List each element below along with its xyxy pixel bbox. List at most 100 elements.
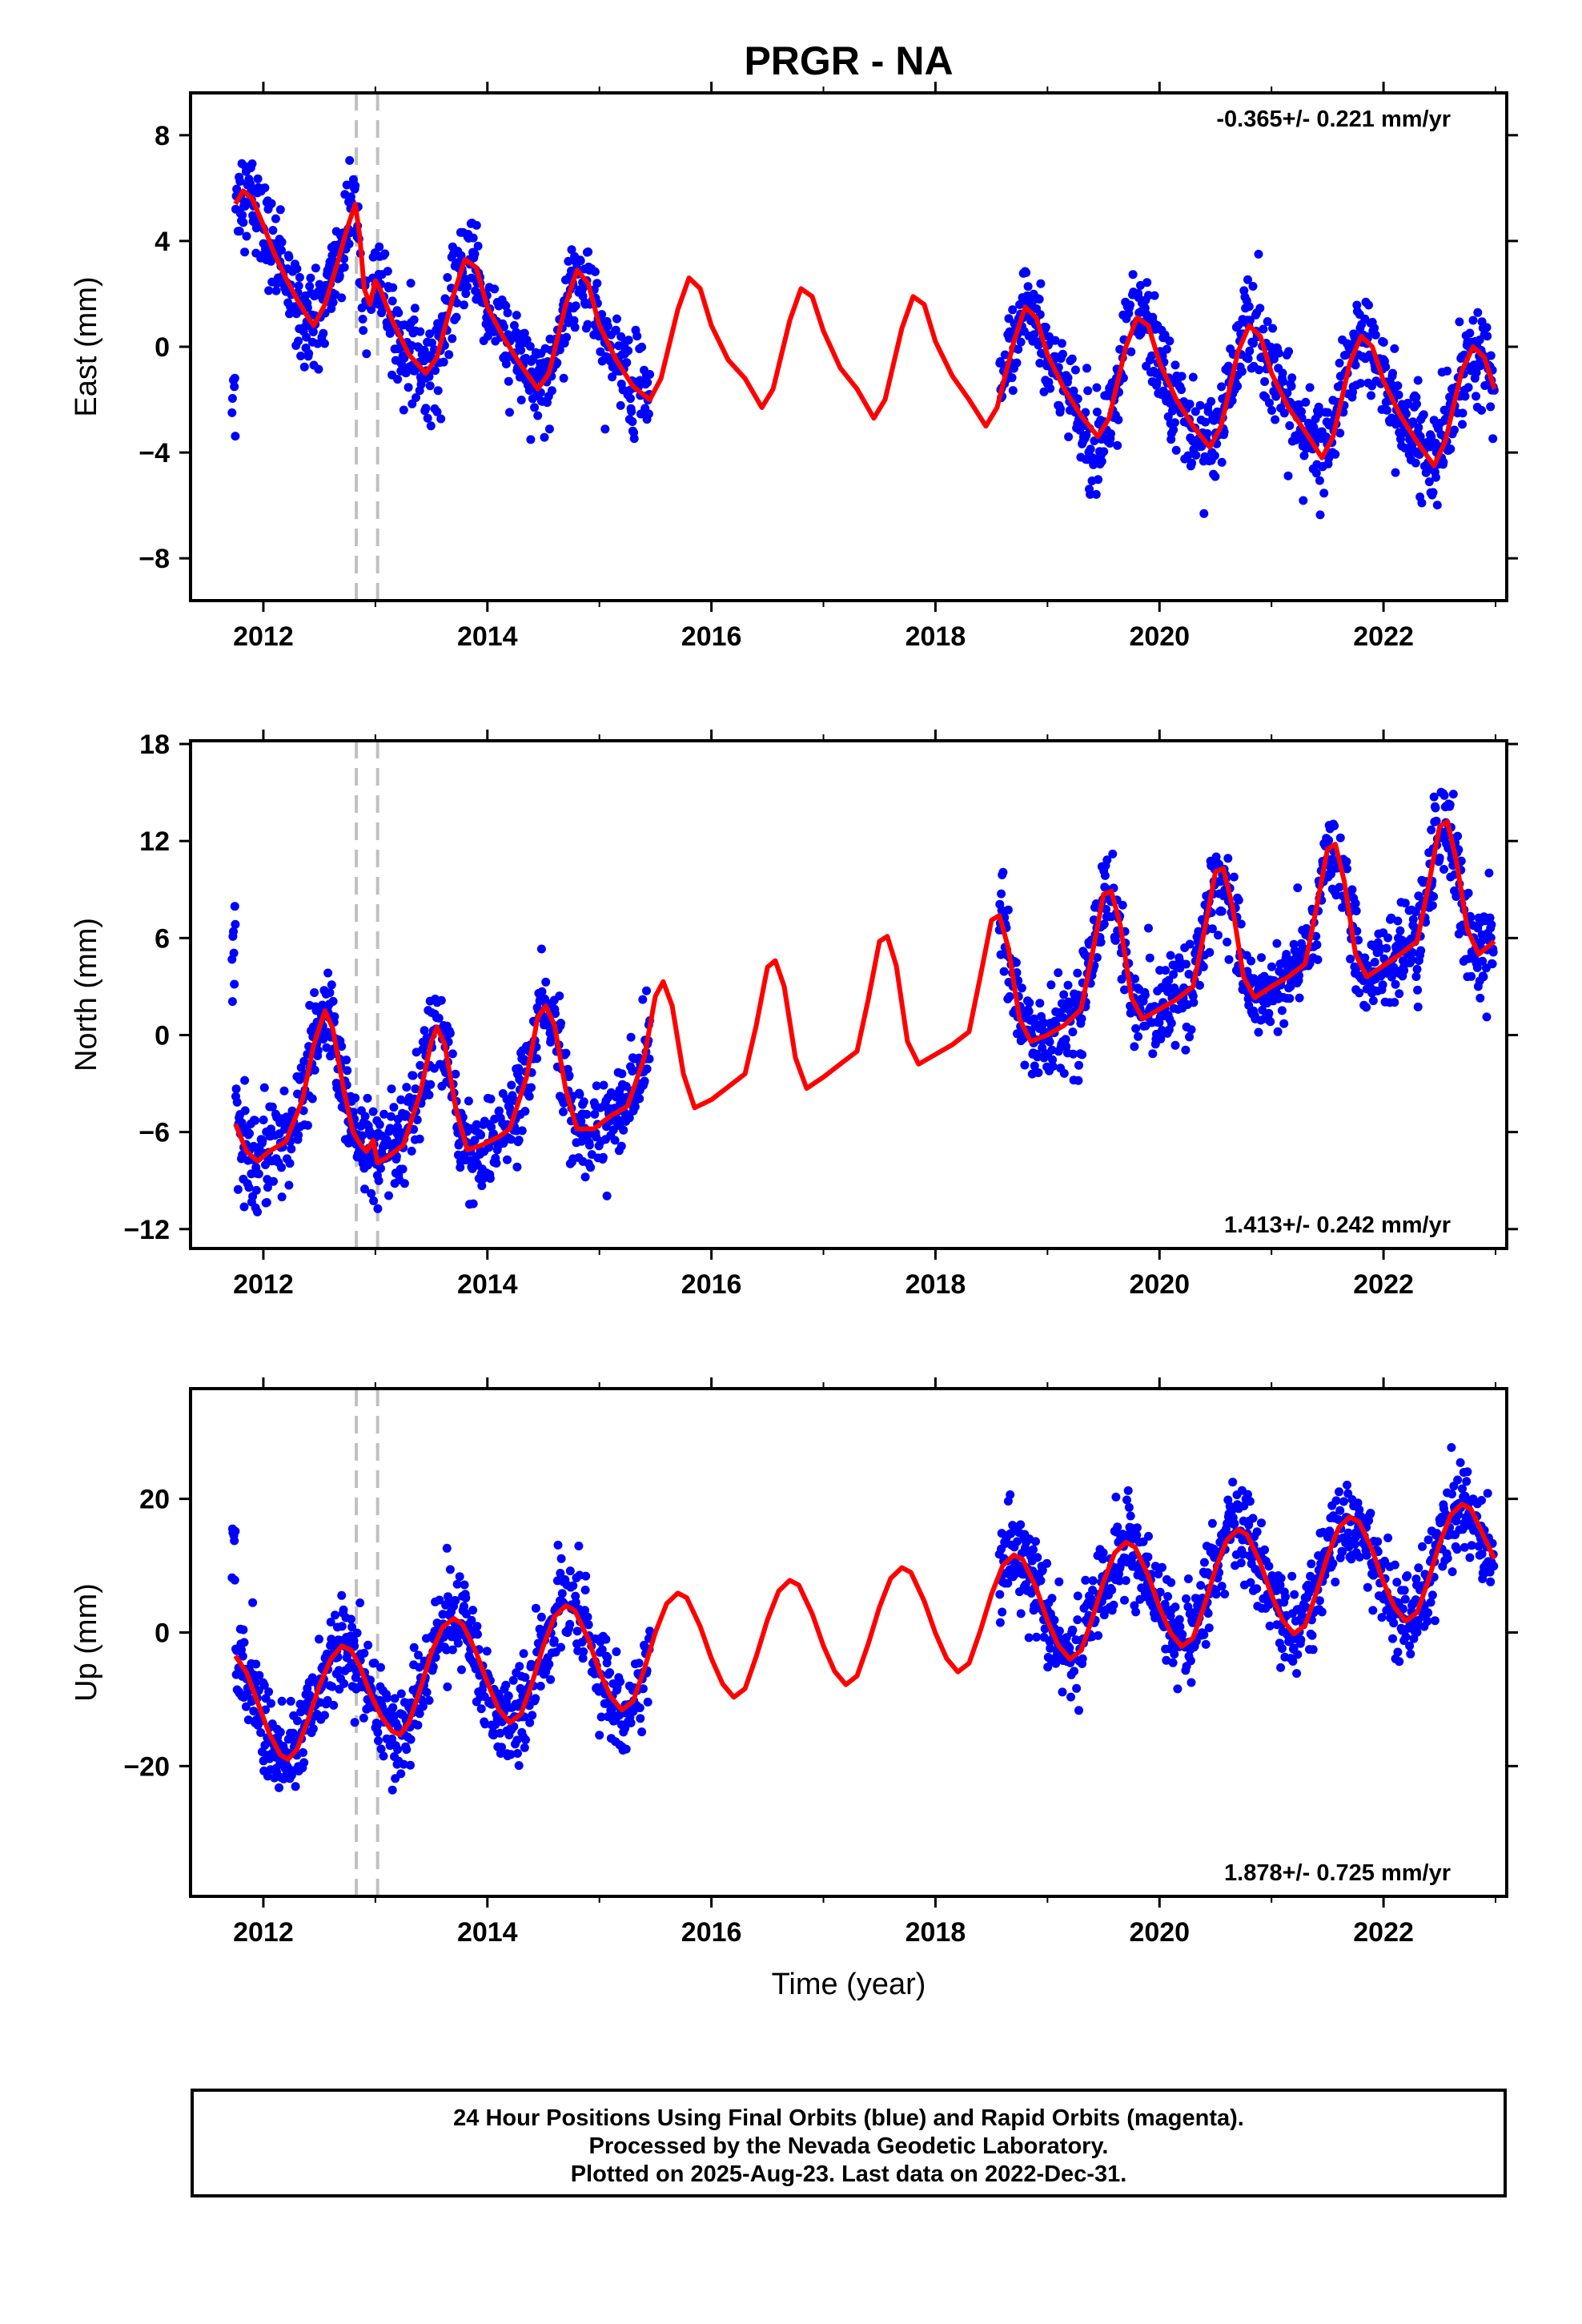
observation-point [1342, 857, 1351, 866]
observation-point [1285, 421, 1295, 430]
observation-point [624, 336, 633, 345]
observation-point [1201, 1639, 1211, 1649]
observation-point [1191, 450, 1201, 460]
observation-point [1308, 1645, 1318, 1655]
observation-point [302, 1699, 311, 1708]
observation-point [1120, 985, 1129, 995]
observation-point [503, 1155, 512, 1164]
ylabel-north: North (mm) [70, 918, 103, 1072]
observation-point [1411, 392, 1421, 402]
observation-point [1072, 1683, 1082, 1693]
observation-point [328, 298, 338, 308]
observation-point [580, 1606, 589, 1615]
observation-point [1062, 1042, 1071, 1051]
observation-point [345, 155, 355, 165]
observation-point [1458, 1484, 1467, 1494]
observation-point [1047, 1045, 1057, 1055]
observation-point [645, 1626, 655, 1636]
observation-point [1041, 323, 1050, 332]
observation-point [1370, 958, 1379, 967]
observation-point [1038, 1017, 1048, 1027]
observation-point [439, 357, 448, 367]
observation-point [448, 334, 457, 344]
observation-point [1131, 1023, 1141, 1033]
observation-point [1014, 344, 1023, 354]
observation-point [1109, 1600, 1118, 1610]
observation-point [388, 1703, 398, 1712]
observation-point [531, 1694, 540, 1703]
observation-point [1403, 1571, 1412, 1580]
observation-point [306, 273, 315, 283]
observation-point [1485, 913, 1495, 923]
observation-point [1008, 386, 1018, 396]
observation-point [1183, 1602, 1193, 1611]
observation-point [467, 1615, 476, 1625]
xtick-label: 2020 [1129, 1917, 1190, 1948]
observation-point [1477, 405, 1486, 415]
observation-point [1102, 905, 1111, 914]
xtick-label: 2022 [1353, 621, 1414, 652]
observation-point [1203, 1609, 1213, 1618]
observation-point [527, 1659, 536, 1669]
observation-point [1074, 1076, 1083, 1085]
observation-point [642, 986, 651, 995]
xtick-label: 2016 [681, 621, 742, 652]
observation-point [442, 1645, 452, 1655]
observation-point [247, 159, 257, 168]
observation-point [586, 1163, 596, 1172]
observation-point [562, 332, 572, 342]
observation-point [1393, 916, 1403, 926]
observation-point [279, 1086, 289, 1096]
observation-point [624, 1113, 634, 1123]
observation-point [1426, 1598, 1435, 1607]
observation-point [551, 1009, 560, 1019]
observation-point [584, 1620, 593, 1630]
observation-point [421, 404, 431, 413]
observation-point [304, 348, 314, 358]
observation-point [438, 1610, 448, 1619]
observation-point [508, 1675, 518, 1685]
observation-point [1477, 1496, 1486, 1505]
observation-point [1006, 1529, 1016, 1538]
observation-point [1447, 1443, 1456, 1452]
observation-point [1448, 790, 1458, 799]
observation-point [1486, 402, 1496, 412]
observation-point [1156, 1034, 1166, 1043]
observation-point [616, 1677, 625, 1687]
observation-point [263, 1771, 272, 1781]
observation-point [1307, 1559, 1316, 1569]
observation-point [504, 376, 513, 386]
observation-point [1445, 800, 1455, 810]
observation-point [1394, 390, 1403, 400]
observation-point [1347, 885, 1357, 895]
observation-point [1057, 339, 1066, 348]
observation-point [302, 332, 311, 342]
observation-point [1217, 907, 1227, 916]
observation-point [638, 995, 648, 1004]
observation-point [1489, 1562, 1499, 1571]
observation-point [1121, 1576, 1130, 1586]
observation-point [617, 1069, 627, 1079]
observation-point [350, 1718, 359, 1727]
observation-point [1381, 362, 1391, 372]
observation-point [1038, 1566, 1047, 1575]
observation-point [482, 1647, 492, 1656]
observation-point [1283, 388, 1292, 398]
observation-point [1170, 1650, 1179, 1659]
observation-point [512, 311, 521, 320]
ytick-label: −20 [123, 1751, 170, 1782]
observation-point [1418, 1542, 1427, 1551]
observation-point [1006, 1490, 1015, 1499]
observation-point [1108, 849, 1118, 858]
xtick-label: 2020 [1129, 1269, 1190, 1300]
observation-point [1328, 1558, 1338, 1568]
observation-point [1335, 428, 1345, 438]
observation-point [635, 1094, 644, 1104]
observation-point [1144, 1531, 1153, 1541]
observation-point [1003, 1578, 1013, 1588]
observation-point [1335, 358, 1344, 368]
observation-point [540, 432, 549, 442]
observation-point [1091, 489, 1101, 499]
observation-point [565, 1566, 575, 1576]
observation-point [640, 1076, 649, 1086]
